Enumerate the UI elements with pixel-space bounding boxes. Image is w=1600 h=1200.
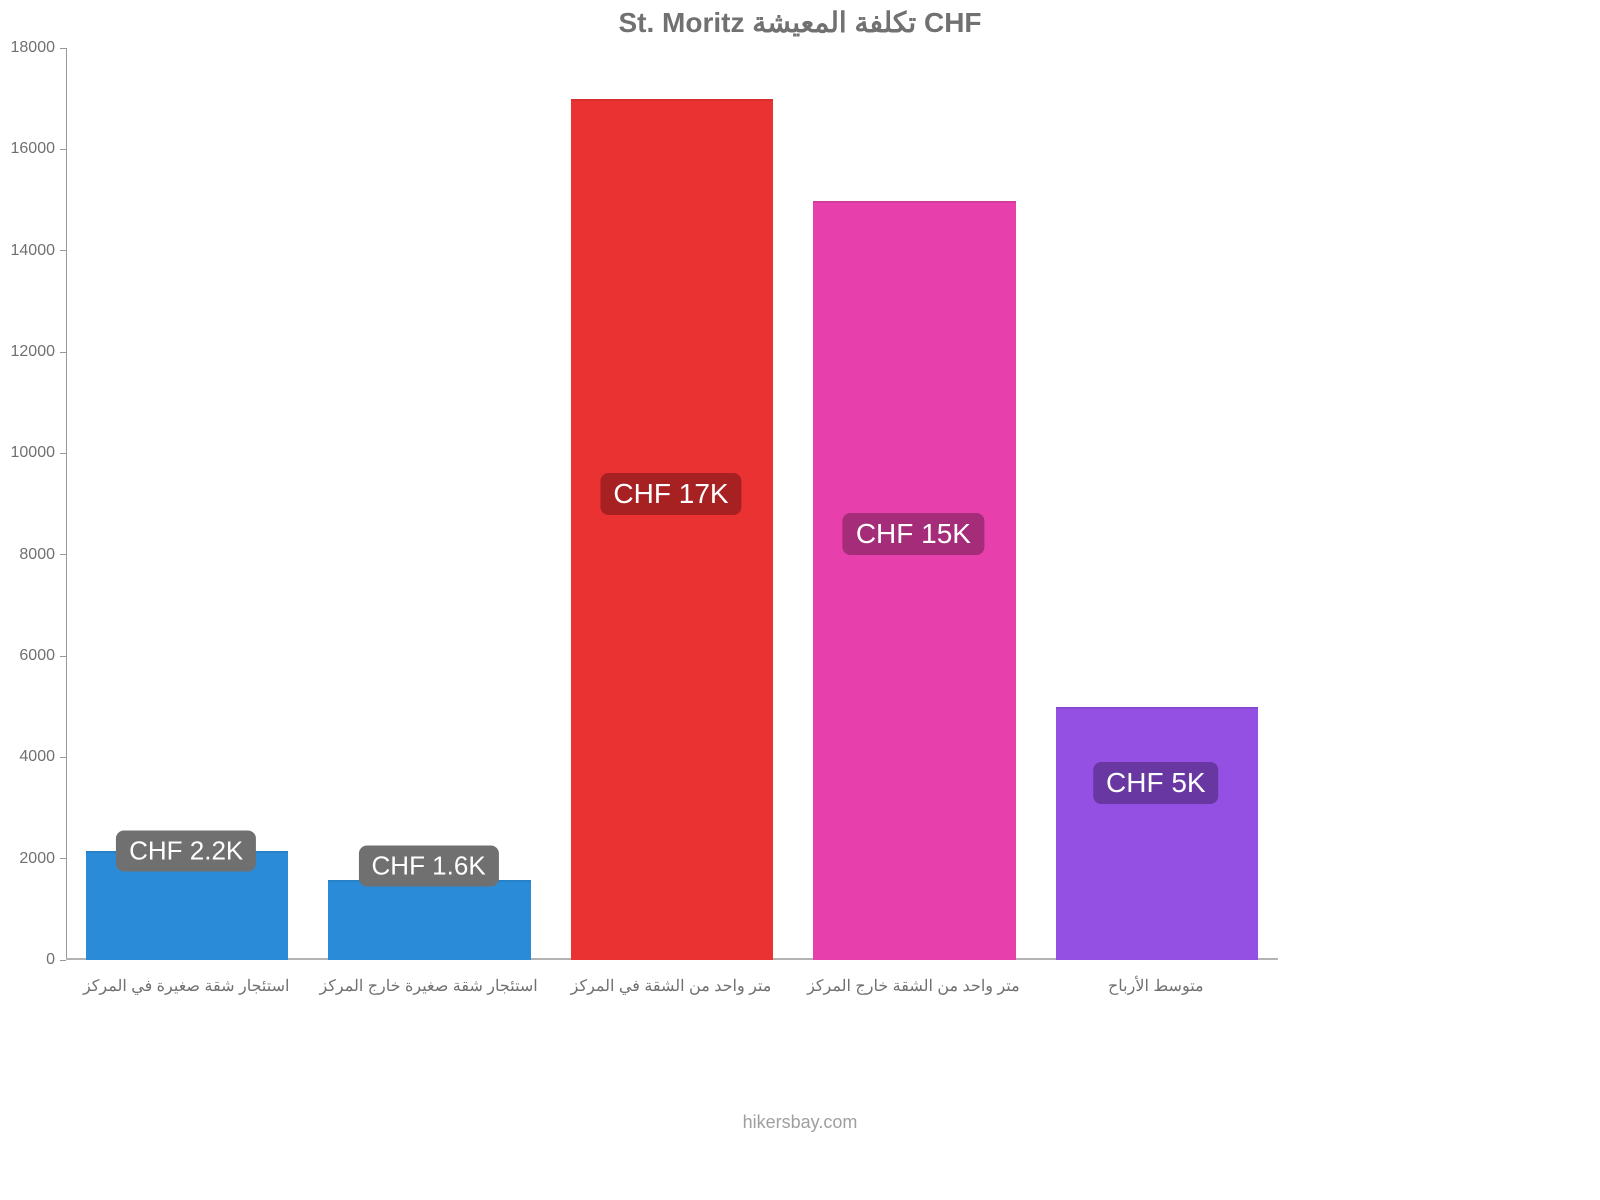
- y-tick: [60, 858, 66, 859]
- y-tick: [60, 757, 66, 758]
- y-tick: [60, 453, 66, 454]
- cost-of-living-chart: St. Moritz تكلفة المعيشة CHF hikersbay.c…: [0, 0, 1600, 1200]
- bar: [571, 99, 773, 960]
- y-tick: [60, 554, 66, 555]
- x-tick-label: متوسط الأرباح: [1108, 976, 1204, 996]
- y-tick: [60, 48, 66, 49]
- bar: [1056, 707, 1258, 960]
- value-badge: CHF 5K: [1093, 762, 1219, 804]
- y-axis: [66, 48, 67, 960]
- x-tick-label: متر واحد من الشقة خارج المركز: [807, 976, 1020, 996]
- chart-title: St. Moritz تكلفة المعيشة CHF: [0, 6, 1600, 39]
- x-tick-label: استئجار شقة صغيرة خارج المركز: [319, 976, 537, 996]
- y-tick-label: 4000: [0, 748, 55, 766]
- value-badge: CHF 15K: [843, 513, 984, 555]
- x-tick-label: استئجار شقة صغيرة في المركز: [83, 976, 289, 996]
- y-tick-label: 2000: [0, 850, 55, 868]
- value-badge: CHF 17K: [600, 473, 741, 515]
- y-tick: [60, 656, 66, 657]
- y-tick-label: 8000: [0, 546, 55, 564]
- y-tick-label: 12000: [0, 343, 55, 361]
- value-badge: CHF 1.6K: [359, 846, 499, 887]
- y-tick: [60, 250, 66, 251]
- y-tick-label: 6000: [0, 647, 55, 665]
- source-attribution: hikersbay.com: [0, 1112, 1600, 1133]
- y-tick: [60, 149, 66, 150]
- y-tick: [60, 960, 66, 961]
- x-tick-label: متر واحد من الشقة في المركز: [571, 976, 772, 996]
- y-tick: [60, 352, 66, 353]
- y-tick-label: 10000: [0, 444, 55, 462]
- value-badge: CHF 2.2K: [116, 831, 256, 872]
- y-tick-label: 16000: [0, 140, 55, 158]
- y-tick-label: 18000: [0, 39, 55, 57]
- y-tick-label: 14000: [0, 242, 55, 260]
- y-tick-label: 0: [0, 951, 55, 969]
- bar: [328, 880, 530, 960]
- bar: [813, 201, 1015, 960]
